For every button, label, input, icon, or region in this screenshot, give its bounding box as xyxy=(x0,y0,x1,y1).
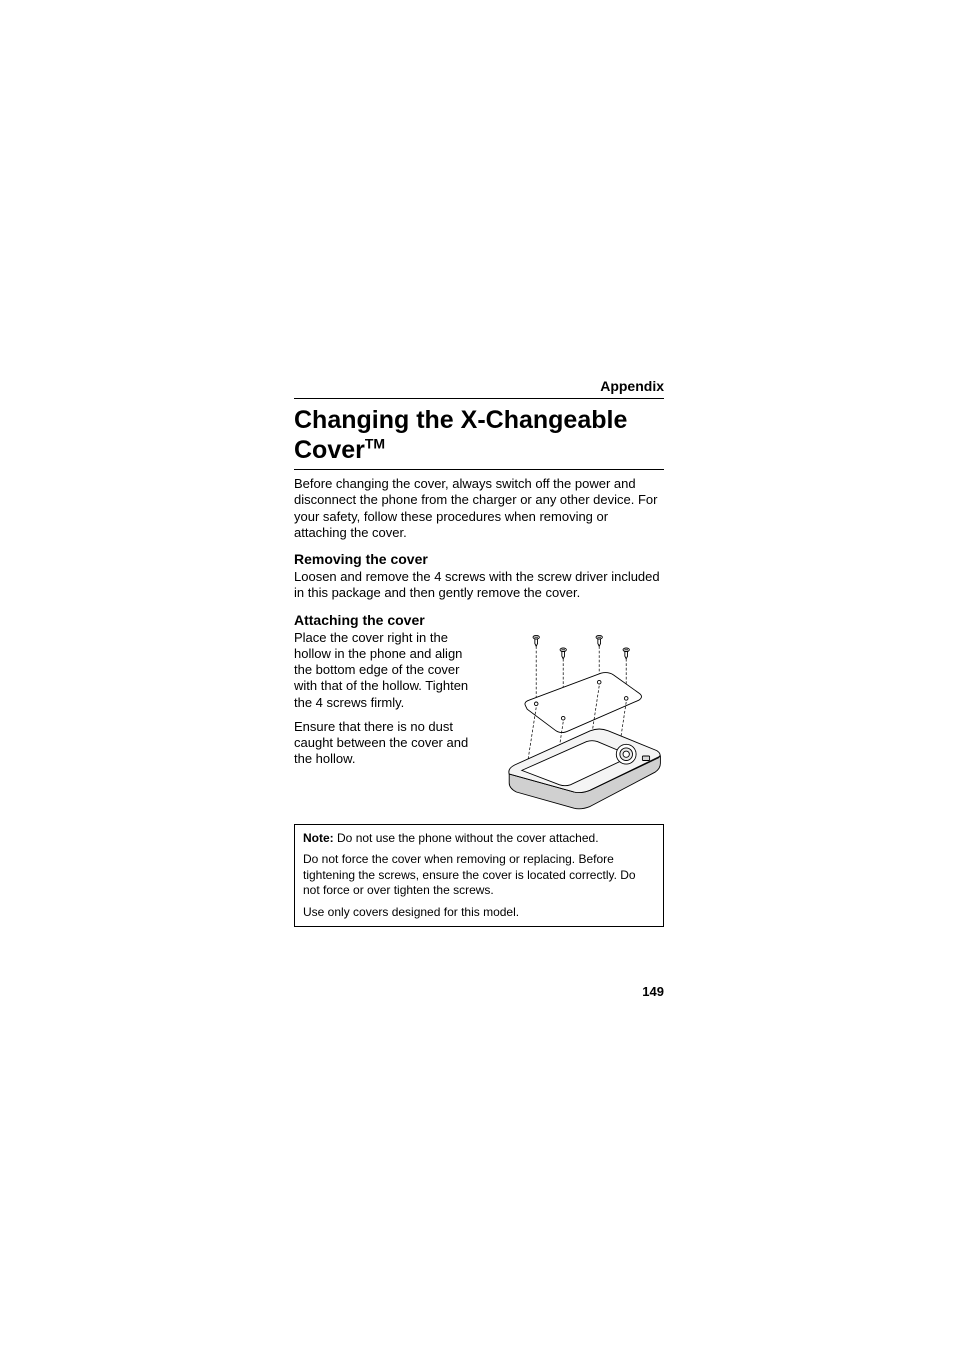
note-box: Note: Do not use the phone without the c… xyxy=(294,824,664,928)
note-line-2: Do not force the cover when removing or … xyxy=(303,852,655,899)
attaching-body-2: Ensure that there is no dust caught betw… xyxy=(294,719,472,768)
cover-diagram xyxy=(484,630,664,810)
page-number: 149 xyxy=(642,984,664,999)
note-text-1: Do not use the phone without the cover a… xyxy=(337,831,599,845)
attaching-body-1: Place the cover right in the hollow in t… xyxy=(294,630,472,711)
cover-diagram-svg xyxy=(484,630,664,810)
attaching-heading: Attaching the cover xyxy=(294,612,664,628)
page-title: Changing the X-Changeable CoverTM xyxy=(294,405,664,470)
document-page: Appendix Changing the X-Changeable Cover… xyxy=(0,0,954,1351)
note-line-3: Use only covers designed for this model. xyxy=(303,905,655,921)
intro-paragraph: Before changing the cover, always switch… xyxy=(294,476,664,541)
removing-heading: Removing the cover xyxy=(294,551,664,567)
note-line-1: Note: Do not use the phone without the c… xyxy=(303,831,655,847)
title-text: Changing the X-Changeable Cover xyxy=(294,406,627,464)
trademark-symbol: TM xyxy=(365,436,385,452)
removing-body: Loosen and remove the 4 screws with the … xyxy=(294,569,664,602)
section-label: Appendix xyxy=(294,378,664,399)
attaching-row: Place the cover right in the hollow in t… xyxy=(294,630,664,810)
attaching-text-column: Place the cover right in the hollow in t… xyxy=(294,630,472,776)
note-label: Note: xyxy=(303,831,334,845)
